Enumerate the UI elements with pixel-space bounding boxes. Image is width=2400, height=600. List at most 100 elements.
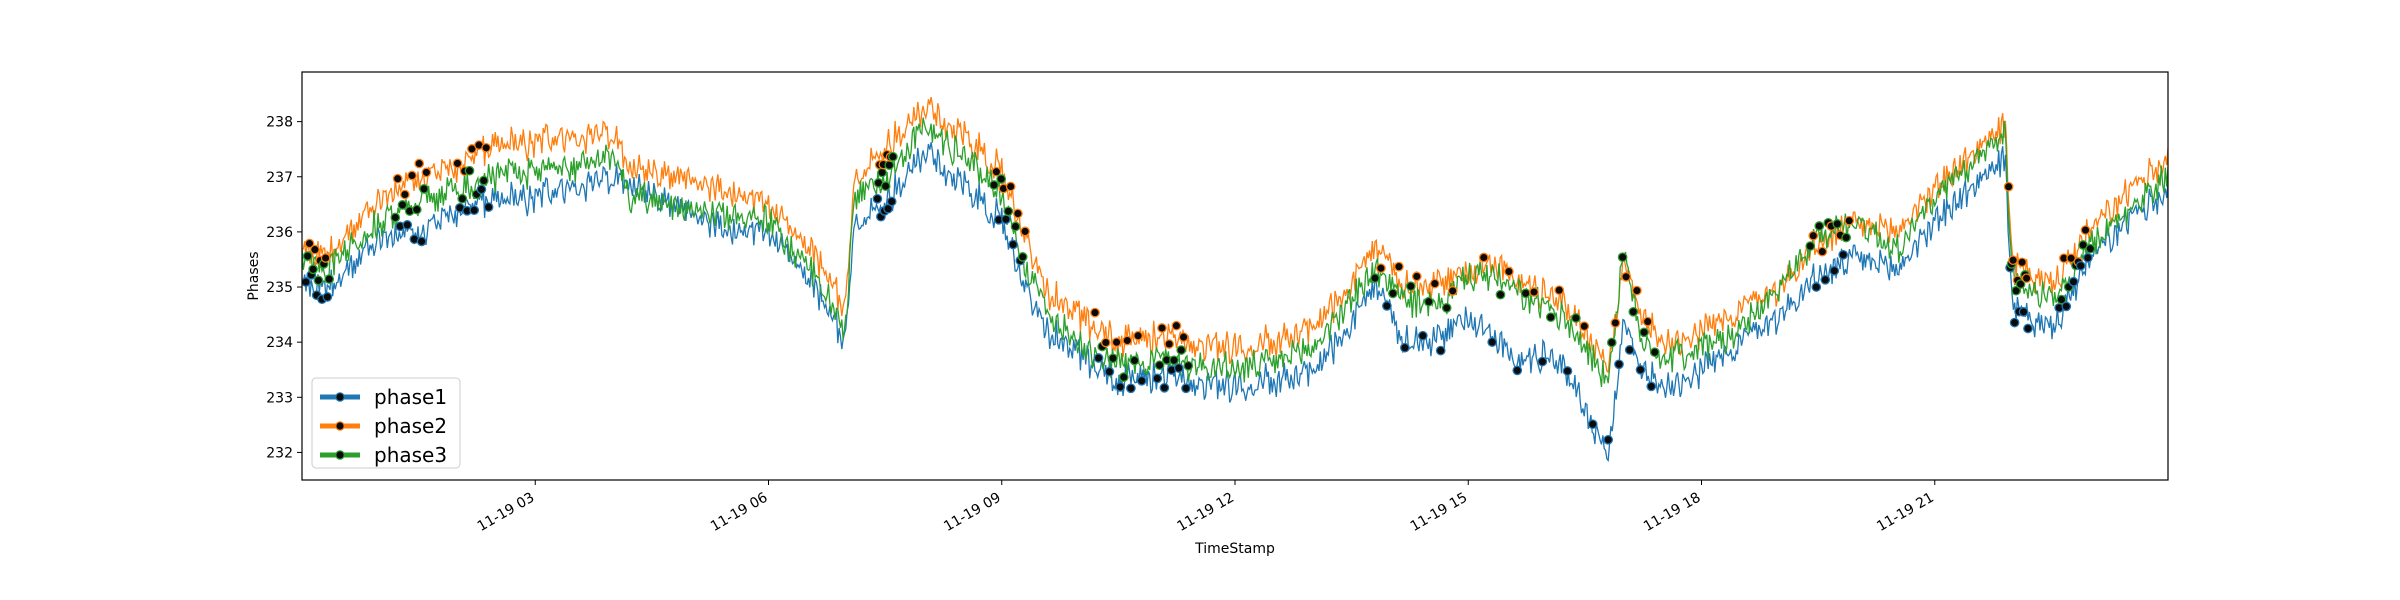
legend-label-phase1: phase1 (374, 385, 447, 409)
anomaly-marker (1817, 246, 1828, 257)
anomaly-marker (1635, 364, 1646, 375)
anomaly-marker (414, 158, 425, 169)
anomaly-marker (392, 173, 403, 184)
anomaly-marker (483, 202, 494, 212)
anomaly-marker (1001, 214, 1011, 225)
anomaly-marker (469, 205, 480, 216)
anomaly-marker (2017, 257, 2027, 268)
anomaly-marker (1562, 366, 1573, 376)
anomaly-marker (1545, 312, 1556, 323)
anomaly-marker (397, 200, 408, 210)
anomaly-marker (1164, 339, 1175, 349)
anomaly-marker (1441, 303, 1452, 313)
anomaly-marker (1108, 353, 1118, 364)
anomaly-marker (1020, 226, 1030, 237)
anomaly-marker (1090, 307, 1100, 318)
y-tick-label: 235 (266, 280, 293, 296)
anomaly-marker (1423, 296, 1434, 307)
anomaly-marker (1614, 359, 1624, 370)
anomaly-marker (1008, 239, 1018, 250)
x-tick-label: 11-19 15 (1408, 490, 1471, 535)
anomaly-marker (2085, 243, 2096, 254)
anomaly-marker (310, 244, 320, 255)
anomaly-marker (1394, 261, 1404, 272)
anomaly-marker (2008, 255, 2018, 266)
anomaly-marker (1181, 383, 1191, 394)
anomaly-marker (1400, 342, 1410, 353)
anomaly-marker (1649, 347, 1660, 358)
anomaly-marker (1157, 323, 1167, 333)
anomaly-marker (324, 274, 335, 284)
anomaly-marker (1178, 332, 1189, 342)
anomaly-marker (1136, 375, 1147, 386)
anomaly-marker (2021, 273, 2032, 284)
series-line-phase3 (302, 117, 2168, 388)
anomaly-marker (1405, 281, 1416, 292)
anomaly-marker (888, 151, 898, 162)
anomaly-marker (2015, 279, 2026, 289)
anomaly-marker (421, 167, 432, 178)
anomaly-marker (872, 193, 883, 204)
anomaly-marker (2018, 307, 2029, 317)
anomaly-marker (400, 189, 410, 200)
anomaly-marker (476, 184, 487, 195)
y-tick-label: 238 (266, 115, 293, 131)
anomaly-marker (1617, 252, 1628, 263)
anomaly-marker (1838, 249, 1849, 260)
anomaly-marker (989, 180, 999, 190)
anomaly-marker (1478, 252, 1489, 263)
anomaly-marker (1017, 252, 1028, 262)
anomaly-marker (2083, 252, 2093, 263)
anomaly-marker (1104, 366, 1115, 377)
anomaly-marker (1171, 320, 1182, 331)
y-tick-label: 233 (266, 390, 293, 406)
anomaly-marker (1805, 241, 1816, 251)
y-tick-label: 237 (266, 170, 293, 186)
anomaly-marker (1571, 313, 1581, 323)
anomaly-marker (1417, 330, 1428, 341)
anomaly-marker (464, 165, 475, 176)
legend-swatch-marker (335, 421, 345, 431)
anomaly-marker (2056, 294, 2067, 305)
anomaly-marker (2011, 285, 2021, 296)
anomaly-marker (1579, 321, 1590, 332)
anomaly-marker (991, 166, 1002, 177)
anomaly-marker (1411, 271, 1422, 282)
anomaly-marker (478, 175, 489, 186)
plot-area (302, 96, 2168, 463)
anomaly-marker (1621, 271, 1631, 282)
anomaly-marker (1554, 285, 1565, 296)
y-axis-label: Phases (246, 251, 262, 300)
anomaly-marker (1183, 360, 1194, 371)
anomaly-marker (1152, 373, 1163, 384)
anomaly-marker (402, 220, 413, 230)
legend-swatch-marker (335, 392, 345, 402)
series-line-phase2 (302, 96, 2168, 374)
anomaly-marker (1808, 230, 1819, 241)
anomaly-marker (1126, 383, 1136, 394)
anomaly-marker (2068, 276, 2079, 287)
anomaly-marker (1495, 289, 1506, 300)
anomaly-marker (416, 236, 427, 247)
legend: phase1 phase2 phase3 (311, 377, 461, 469)
anomaly-marker (1814, 221, 1825, 231)
legend-swatch-marker (335, 450, 345, 460)
anomaly-marker (1628, 306, 1639, 317)
anomaly-marker (1115, 382, 1126, 392)
x-axis-label: TimeStamp (1194, 541, 1275, 557)
anomaly-marker (1122, 335, 1133, 346)
x-tick-label: 11-19 03 (475, 490, 538, 535)
anomaly-marker (1376, 263, 1386, 274)
anomaly-marker (1632, 285, 1642, 296)
series-line-phase1 (302, 142, 2168, 463)
y-tick-label: 232 (266, 445, 293, 461)
x-tick-label: 11-19 21 (1874, 490, 1937, 535)
anomaly-marker (1129, 355, 1140, 366)
anomaly-marker (2009, 317, 2020, 328)
anomaly-marker (2023, 323, 2033, 334)
anomaly-marker (1587, 419, 1598, 430)
anomaly-marker (1642, 316, 1653, 327)
anomaly-marker (1832, 219, 1843, 229)
anomaly-marker (1520, 288, 1531, 299)
anomaly-marker (1118, 372, 1129, 382)
